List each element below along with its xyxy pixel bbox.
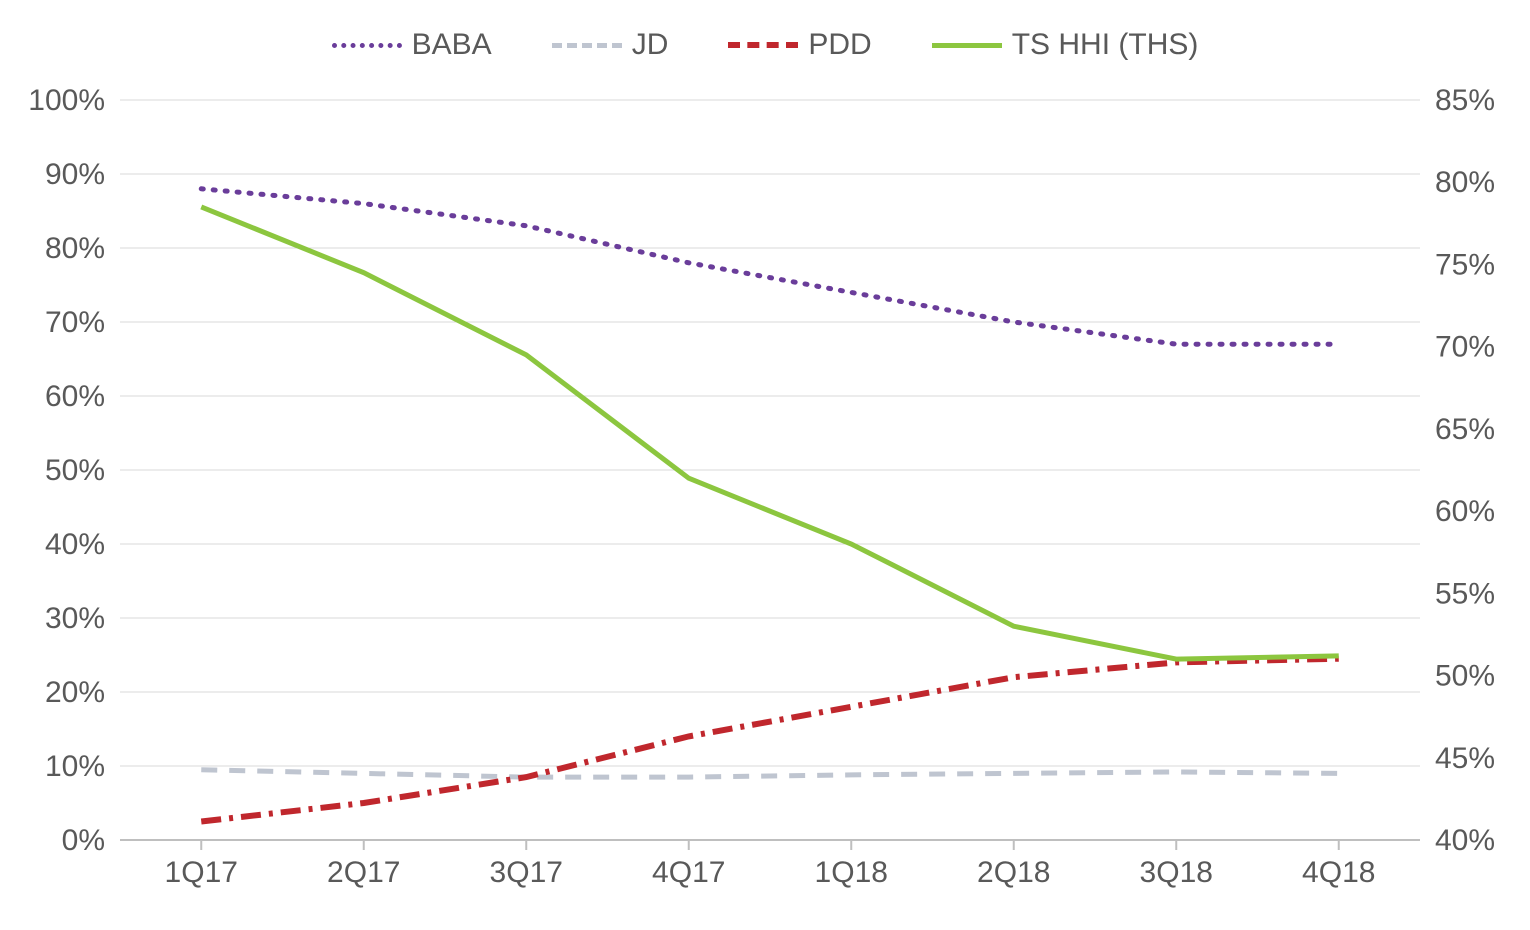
y-right-tick: 50% bbox=[1435, 660, 1495, 693]
y-right-tick: 65% bbox=[1435, 413, 1495, 446]
legend-label: PDD bbox=[808, 28, 871, 62]
legend-swatch-baba bbox=[332, 43, 402, 48]
y-left-tick: 50% bbox=[45, 454, 105, 487]
legend-swatch-jd bbox=[552, 43, 622, 48]
y-right-tick: 70% bbox=[1435, 331, 1495, 364]
chart-svg: 0% 10% 20% 30% 40% 50% 60% 70% 80% 90% 100% 40% 45% 5… bbox=[0, 0, 1530, 930]
legend-item-pdd: PDD bbox=[728, 28, 871, 62]
series-ts-hhi-ths- bbox=[201, 207, 1339, 659]
x-tick: 2Q17 bbox=[327, 856, 400, 889]
y-left-tick: 60% bbox=[45, 380, 105, 413]
legend-label: TS HHI (THS) bbox=[1012, 28, 1199, 62]
y-left-tick: 30% bbox=[45, 602, 105, 635]
y-left-tick: 100% bbox=[28, 84, 105, 117]
x-tick: 3Q18 bbox=[1140, 856, 1213, 889]
y-right-tick: 40% bbox=[1435, 824, 1495, 857]
legend-item-baba: BABA bbox=[332, 28, 492, 62]
y-right-tick: 75% bbox=[1435, 248, 1495, 281]
legend: BABA JD PDD TS HHI (THS) bbox=[0, 28, 1530, 62]
series-baba bbox=[201, 189, 1339, 344]
x-tick: 1Q18 bbox=[815, 856, 888, 889]
x-tick: 1Q17 bbox=[165, 856, 238, 889]
y-left-tick: 20% bbox=[45, 676, 105, 709]
y-left-tick: 80% bbox=[45, 232, 105, 265]
x-tick: 3Q17 bbox=[490, 856, 563, 889]
y-left-tick: 40% bbox=[45, 528, 105, 561]
chart-container: BABA JD PDD TS HHI (THS) 0% 10% 20% 30% 40% 5… bbox=[0, 0, 1530, 930]
x-tick: 4Q17 bbox=[652, 856, 725, 889]
y-right-tick: 60% bbox=[1435, 495, 1495, 528]
y-right-tick: 45% bbox=[1435, 742, 1495, 775]
series-pdd bbox=[201, 659, 1339, 822]
y-left-tick: 70% bbox=[45, 306, 105, 339]
y-right-tick: 55% bbox=[1435, 577, 1495, 610]
x-tick: 2Q18 bbox=[977, 856, 1050, 889]
y-left-tick: 0% bbox=[62, 824, 105, 857]
x-tick: 4Q18 bbox=[1302, 856, 1375, 889]
y-left-tick: 10% bbox=[45, 750, 105, 783]
y-left-tick: 90% bbox=[45, 158, 105, 191]
y-right-tick: 85% bbox=[1435, 84, 1495, 117]
y-right-tick: 80% bbox=[1435, 166, 1495, 199]
legend-item-jd: JD bbox=[552, 28, 669, 62]
legend-label: JD bbox=[632, 28, 669, 62]
legend-swatch-pdd bbox=[728, 42, 798, 48]
series-jd bbox=[201, 770, 1339, 777]
legend-swatch-tshhi bbox=[932, 43, 1002, 48]
legend-label: BABA bbox=[412, 28, 492, 62]
legend-item-tshhi: TS HHI (THS) bbox=[932, 28, 1199, 62]
